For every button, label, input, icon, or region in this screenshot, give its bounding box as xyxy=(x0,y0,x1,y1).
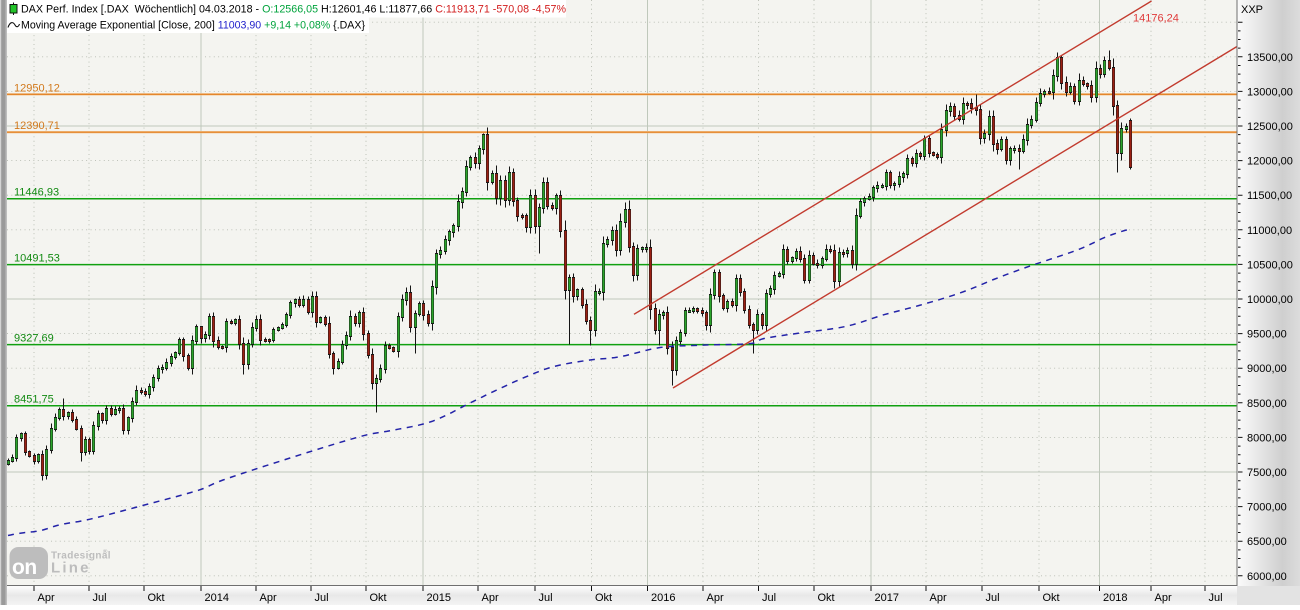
svg-text:Okt: Okt xyxy=(1043,592,1060,604)
svg-text:9500,00: 9500,00 xyxy=(1247,329,1287,341)
svg-text:7000,00: 7000,00 xyxy=(1247,502,1287,514)
svg-text:Jul: Jul xyxy=(762,592,776,604)
svg-text:Apr: Apr xyxy=(930,592,947,604)
svg-text:12950,12: 12950,12 xyxy=(14,82,60,94)
svg-text:9327,69: 9327,69 xyxy=(14,333,54,345)
svg-text:12500,00: 12500,00 xyxy=(1247,121,1293,133)
svg-text:Apr: Apr xyxy=(1155,592,1172,604)
svg-text:Jul: Jul xyxy=(539,592,553,604)
svg-text:14176,24: 14176,24 xyxy=(1133,13,1179,25)
svg-text:Apr: Apr xyxy=(38,592,55,604)
svg-text:12000,00: 12000,00 xyxy=(1247,156,1293,168)
svg-text:11000,00: 11000,00 xyxy=(1247,225,1292,237)
svg-text:6000,00: 6000,00 xyxy=(1247,571,1287,583)
svg-text:Jul: Jul xyxy=(1209,592,1223,604)
svg-text:10491,53: 10491,53 xyxy=(14,253,60,265)
svg-text:Tradesignal: Tradesignal xyxy=(51,551,111,562)
svg-text:Jul: Jul xyxy=(93,592,107,604)
svg-text:8451,75: 8451,75 xyxy=(14,394,54,406)
svg-text:DAX Perf. Index [.DAX Wöchent: DAX Perf. Index [.DAX Wöchentlich] 04.03… xyxy=(21,4,566,16)
svg-text:10500,00: 10500,00 xyxy=(1247,259,1293,271)
svg-text:2015: 2015 xyxy=(427,592,451,604)
svg-text:8500,00: 8500,00 xyxy=(1247,398,1287,410)
svg-text:Moving Average Exponential [Cl: Moving Average Exponential [Close, 200] … xyxy=(21,20,365,32)
svg-text:10000,00: 10000,00 xyxy=(1247,294,1293,306)
svg-text:Apr: Apr xyxy=(707,592,724,604)
svg-text:Line: Line xyxy=(51,560,91,577)
svg-text:8000,00: 8000,00 xyxy=(1247,432,1287,444)
svg-text:2018: 2018 xyxy=(1103,592,1127,604)
svg-text:®: ® xyxy=(103,549,108,556)
svg-text:XXP: XXP xyxy=(1241,4,1263,16)
svg-text:6500,00: 6500,00 xyxy=(1247,536,1287,548)
svg-text:Okt: Okt xyxy=(370,592,387,604)
svg-text:13500,00: 13500,00 xyxy=(1247,52,1293,64)
svg-text:Apr: Apr xyxy=(260,592,277,604)
svg-text:2017: 2017 xyxy=(875,592,899,604)
svg-text:13000,00: 13000,00 xyxy=(1247,86,1293,98)
svg-text:9000,00: 9000,00 xyxy=(1247,363,1287,375)
svg-text:11500,00: 11500,00 xyxy=(1247,190,1292,202)
svg-text:12390,71: 12390,71 xyxy=(14,120,60,132)
svg-text:Apr: Apr xyxy=(482,592,499,604)
svg-text:Jul: Jul xyxy=(315,592,329,604)
svg-text:Okt: Okt xyxy=(148,592,165,604)
svg-text:Okt: Okt xyxy=(818,592,835,604)
svg-text:2014: 2014 xyxy=(205,592,229,604)
svg-text:11446,93: 11446,93 xyxy=(14,187,59,199)
svg-text:on: on xyxy=(12,556,37,579)
svg-text:7500,00: 7500,00 xyxy=(1247,467,1287,479)
svg-text:Okt: Okt xyxy=(595,592,612,604)
svg-text:Jul: Jul xyxy=(986,592,1000,604)
svg-text:2016: 2016 xyxy=(651,592,675,604)
